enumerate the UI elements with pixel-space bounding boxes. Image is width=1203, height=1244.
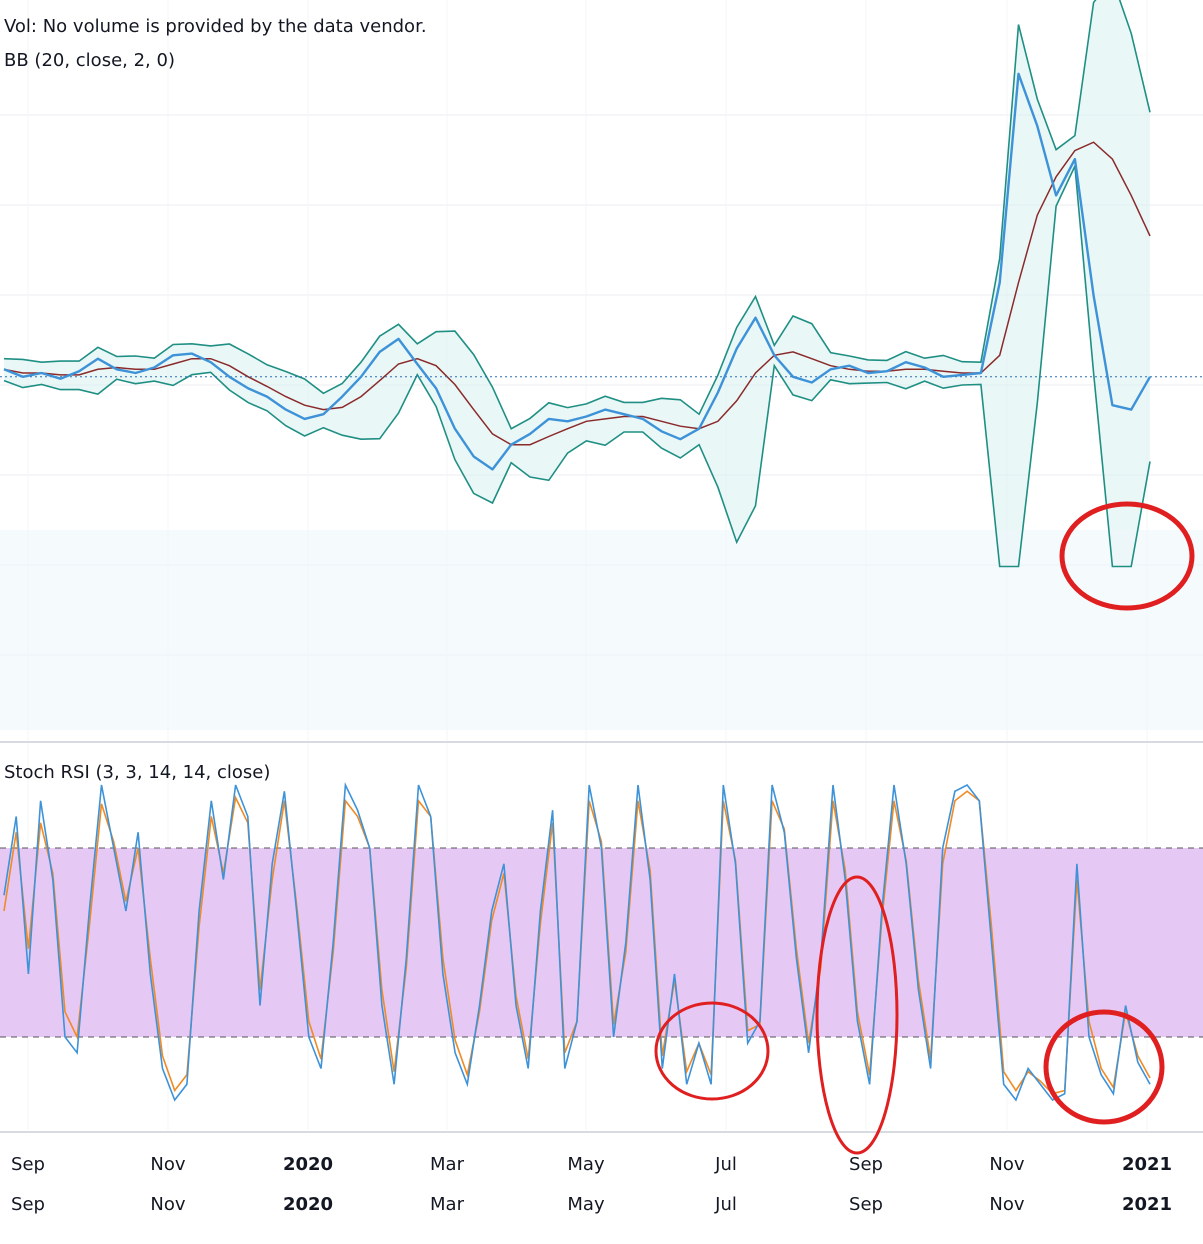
x-axis-label-sep: Sep xyxy=(11,1154,45,1175)
annotation-circle-2 xyxy=(815,875,899,1155)
x-axis-label-nov: Nov xyxy=(989,1194,1024,1215)
bb-basis-line xyxy=(3,141,1151,446)
x-axis-label-jul: Jul xyxy=(714,1194,737,1215)
x-axis-label-mar: Mar xyxy=(430,1194,465,1215)
bb-upper-line xyxy=(3,0,1151,430)
stoch-rsi-series xyxy=(0,781,1203,1133)
x-axis-label-nov: Nov xyxy=(150,1154,185,1175)
price-line xyxy=(3,72,1152,471)
x-axis-label-sep: Sep xyxy=(11,1194,45,1215)
bb-fill xyxy=(4,0,1150,567)
x-axis-label-nov: Nov xyxy=(150,1194,185,1215)
x-axis: Sep Nov 2020 Mar May Jul Sep Nov 2021 Sep Nov 2020 M… xyxy=(11,1154,1172,1215)
stoch-rsi-label: Stoch RSI (3, 3, 14, 14, close) xyxy=(4,762,271,783)
x-axis-label-jul: Jul xyxy=(714,1154,737,1175)
x-axis-label-2020: 2020 xyxy=(283,1154,333,1175)
price-series xyxy=(3,72,1152,471)
bollinger-bands xyxy=(0,0,1203,730)
stoch-band-fill xyxy=(0,848,1203,1037)
price-area-shade xyxy=(0,530,1203,730)
annotation-circle-1 xyxy=(654,1001,770,1101)
x-axis-label-may: May xyxy=(567,1194,605,1215)
annotation-circles xyxy=(654,501,1195,1155)
annotation-circle-0 xyxy=(1059,501,1195,611)
x-axis-label-sep: Sep xyxy=(849,1154,883,1175)
annotation-circle-3 xyxy=(1043,1009,1165,1125)
x-axis-label-sep: Sep xyxy=(849,1194,883,1215)
bollinger-bands-label: BB (20, close, 2, 0) xyxy=(4,50,175,71)
bb-lower-line xyxy=(3,163,1151,568)
x-axis-label-mar: Mar xyxy=(430,1154,465,1175)
x-axis-label-2021: 2021 xyxy=(1122,1194,1172,1215)
x-axis-label-nov: Nov xyxy=(989,1154,1024,1175)
x-axis-label-may: May xyxy=(567,1154,605,1175)
x-axis-label-2020: 2020 xyxy=(283,1194,333,1215)
x-axis-label-2021: 2021 xyxy=(1122,1154,1172,1175)
volume-note: Vol: No volume is provided by the data v… xyxy=(4,16,427,37)
